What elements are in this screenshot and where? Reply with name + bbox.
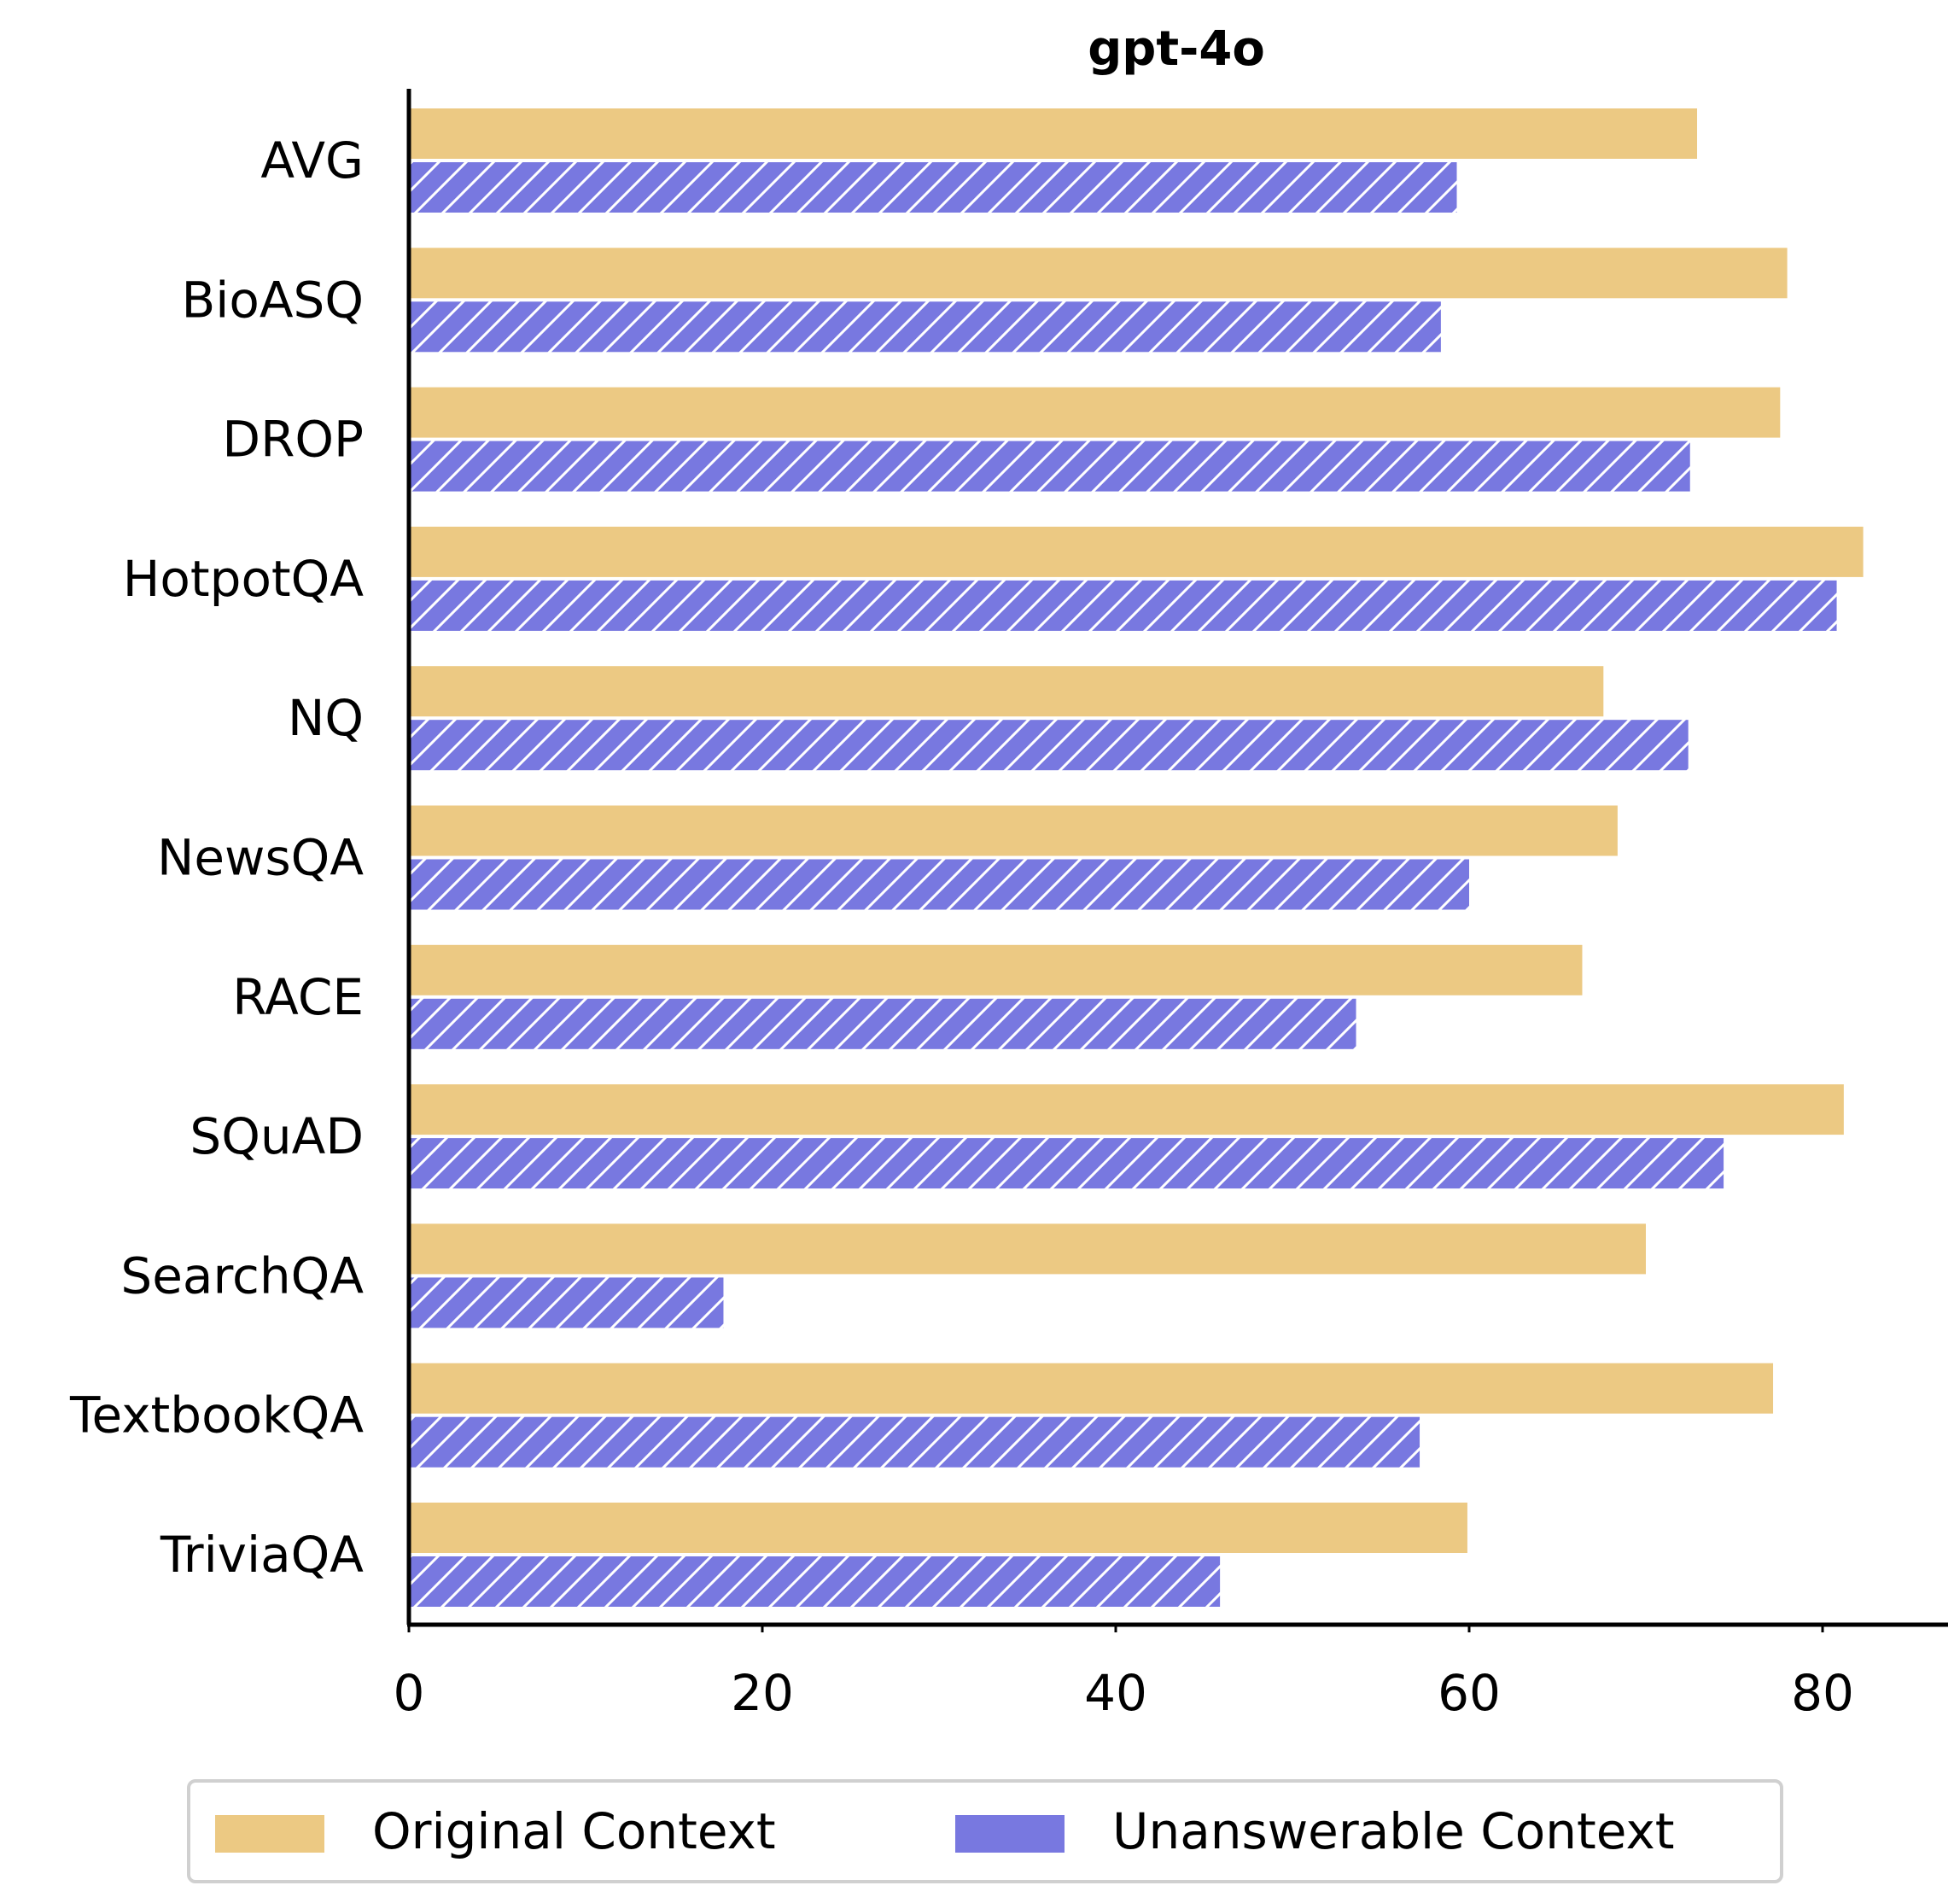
- bar-original-newsqa: [411, 805, 1618, 856]
- legend-swatch-original: [215, 1815, 324, 1853]
- bar-unanswerable-squad: [411, 1138, 1724, 1189]
- bar-original-nq: [411, 666, 1604, 717]
- y-tick-label-race: RACE: [232, 968, 364, 1026]
- x-ticks: 0 20 40 60 80: [394, 1625, 1854, 1722]
- x-tick-label-80: 80: [1791, 1664, 1854, 1722]
- x-tick-label-0: 0: [394, 1664, 425, 1722]
- legend-swatch-unanswerable: [955, 1815, 1065, 1853]
- bar-unanswerable-nq: [411, 720, 1689, 771]
- y-tick-label-bioasq: BioASQ: [181, 271, 364, 329]
- legend: Original Context Unanswerable Context: [187, 1779, 1783, 1883]
- x-tick-label-20: 20: [731, 1664, 794, 1722]
- bar-unanswerable-hotpotqa: [411, 580, 1837, 631]
- bar-original-avg: [411, 108, 1698, 159]
- x-tick-label-60: 60: [1438, 1664, 1501, 1722]
- bar-original-searchqa: [411, 1223, 1646, 1275]
- y-tick-labels: AVG BioASQ DROP HotpotQA NQ NewsQA RACE SQuAD Se…: [69, 131, 364, 1584]
- y-tick-label-nq: NQ: [288, 689, 364, 747]
- y-tick-label-avg: AVG: [260, 131, 364, 190]
- bars-group: [411, 108, 1864, 1607]
- y-tick-label-textbookqa: TextbookQA: [69, 1386, 364, 1445]
- bar-unanswerable-bioasq: [411, 301, 1441, 353]
- bar-unanswerable-searchqa: [411, 1277, 724, 1328]
- bar-unanswerable-drop: [411, 441, 1690, 492]
- x-tick-label-40: 40: [1084, 1664, 1147, 1722]
- bar-original-squad: [411, 1084, 1844, 1135]
- y-tick-label-newsqa: NewsQA: [157, 829, 364, 887]
- chart-title: gpt-4o: [1088, 21, 1265, 77]
- y-tick-label-triviaqa: TriviaQA: [160, 1526, 364, 1584]
- bar-unanswerable-race: [411, 998, 1356, 1049]
- bar-unanswerable-triviaqa: [411, 1556, 1221, 1607]
- bar-unanswerable-newsqa: [411, 859, 1469, 910]
- legend-label-original: Original Context: [372, 1802, 776, 1860]
- y-tick-label-squad: SQuAD: [190, 1107, 364, 1165]
- y-tick-label-hotpotqa: HotpotQA: [123, 550, 365, 608]
- y-tick-label-drop: DROP: [222, 411, 364, 469]
- y-tick-label-searchqa: SearchQA: [120, 1246, 364, 1305]
- bar-unanswerable-textbookqa: [411, 1416, 1420, 1468]
- bar-original-race: [411, 944, 1583, 995]
- bar-original-drop: [411, 387, 1781, 438]
- bar-original-triviaqa: [411, 1503, 1467, 1553]
- bar-original-textbookqa: [411, 1363, 1774, 1414]
- bar-original-bioasq: [411, 248, 1788, 299]
- bar-unanswerable-avg: [411, 162, 1457, 213]
- bar-original-hotpotqa: [411, 526, 1864, 577]
- legend-label-unanswerable: Unanswerable Context: [1112, 1802, 1675, 1860]
